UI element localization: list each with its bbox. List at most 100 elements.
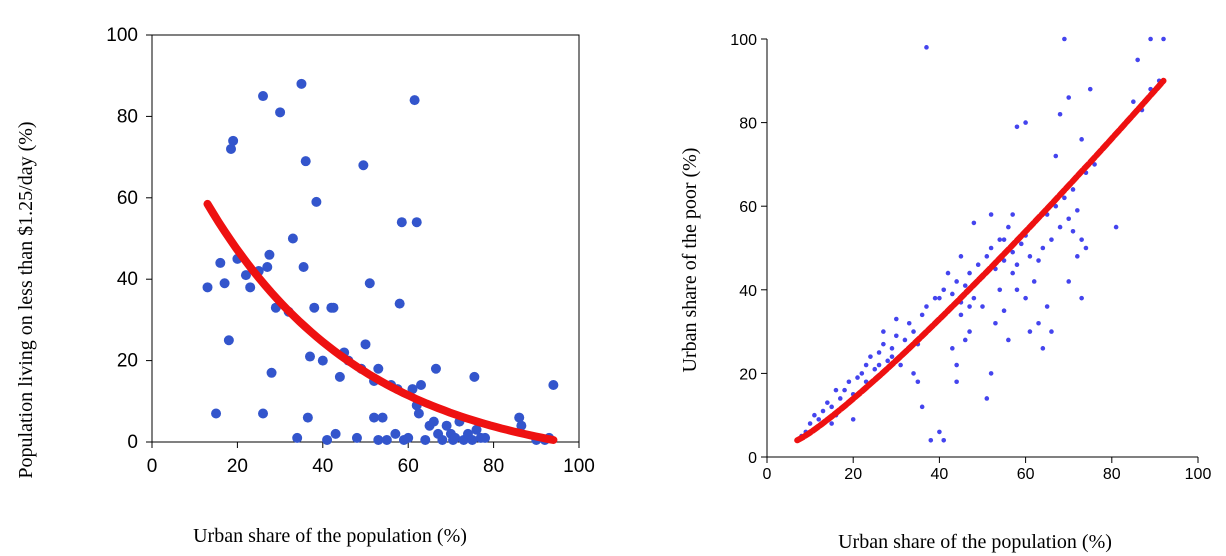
right-data-point [988,245,994,251]
right-data-point [1131,99,1136,104]
left-data-point [437,434,448,445]
left-data-point [377,412,388,423]
right-data-point [932,295,938,301]
left-data-point [264,249,275,260]
right-data-point [894,316,899,322]
left-y-tick-label: 0 [127,432,138,453]
left-data-point [215,257,226,268]
right-data-point [950,291,955,297]
left-x-tick-label: 40 [312,456,333,477]
right-data-point [954,279,959,284]
right-data-point [1010,249,1015,255]
right-data-point [1031,279,1037,284]
left-data-point [258,408,269,419]
right-data-point [863,362,869,368]
right-data-point [885,358,890,364]
right-data-point [962,337,968,343]
left-x-tick-label: 80 [483,456,504,477]
right-y-tick-label: 60 [739,199,757,216]
right-data-point [1001,237,1007,242]
left-data-point [322,434,333,445]
left-data-point [317,355,328,366]
right-x-tick-label: 60 [1017,466,1035,483]
right-data-point [997,237,1003,242]
right-data-point [941,287,947,293]
right-data-point [1066,216,1071,222]
right-data-point [967,304,972,309]
right-data-point [881,329,886,334]
right-data-point [937,429,942,435]
right-data-point [988,212,994,217]
right-data-point [1006,224,1011,230]
right-data-point [1044,304,1050,309]
left-data-point [258,91,269,102]
left-data-point [373,434,384,445]
right-data-point [816,417,822,422]
left-data-point [407,384,418,395]
left-y-tick-label: 100 [106,25,138,46]
right-data-point [829,421,834,426]
right-data-point [1036,320,1041,326]
right-data-point [954,379,959,385]
left-data-point [240,270,251,281]
right-data-point [919,404,925,410]
right-data-points [794,36,1166,443]
right-data-point [962,283,968,288]
right-data-point [1087,86,1093,92]
left-data-point [351,432,362,443]
left-data-point [298,261,309,272]
left-data-point [309,302,320,313]
right-data-point [1027,329,1033,334]
left-data-point [334,371,345,382]
left-data-point [548,380,559,391]
right-y-tick-label: 100 [730,32,757,49]
right-scatter-chart: 0 20 40 60 80 100 0 20 40 60 80 100 Urban share of … [679,32,1211,553]
right-data-point [812,412,817,418]
left-y-axis-label: Population living on less than $1.25/day… [15,121,37,478]
left-x-tick-label: 100 [563,456,595,477]
right-data-point [945,270,951,276]
right-data-point [855,375,860,380]
right-data-point [1135,57,1140,63]
right-x-tick-label: 40 [931,466,949,483]
right-axis-ticks: 0 20 40 60 80 100 0 20 40 60 80 100 [730,32,1211,483]
left-data-point [416,380,427,391]
right-data-point [1092,162,1097,167]
right-data-point [876,350,882,355]
right-data-point [807,421,813,426]
right-data-point [1161,36,1166,42]
right-data-point [829,404,834,410]
right-data-point [825,400,830,405]
right-data-point [937,295,942,301]
right-data-point [967,270,972,276]
right-data-point [1057,224,1063,230]
right-data-point [1083,245,1089,251]
right-data-point [842,387,847,393]
right-data-point [924,304,929,309]
right-data-point [846,379,852,385]
left-x-axis-label: Urban share of the population (%) [193,525,467,547]
left-data-point [219,278,230,289]
left-data-point [428,416,439,427]
left-data-point [413,408,424,419]
right-data-point [1001,308,1007,314]
left-x-tick-label: 20 [227,456,248,477]
right-data-point [898,362,903,368]
left-data-point [516,420,527,431]
right-x-axis-label: Urban share of the population (%) [838,531,1112,553]
left-data-point [409,95,420,106]
left-data-point [311,196,322,207]
left-y-tick-label: 80 [117,106,138,127]
left-data-point [441,420,452,431]
right-data-point [919,312,925,318]
right-data-point [980,304,985,309]
left-data-point [469,371,480,382]
right-data-point [997,287,1003,293]
right-data-point [889,346,895,351]
left-data-point [228,135,239,146]
right-data-point [950,346,955,351]
left-y-tick-label: 40 [117,269,138,290]
left-y-tick-label: 20 [117,351,138,372]
left-data-point [450,432,461,443]
